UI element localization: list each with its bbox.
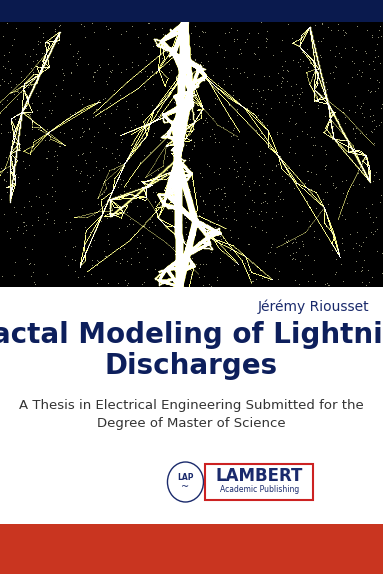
- Text: A Thesis in Electrical Engineering Submitted for the
Degree of Master of Science: A Thesis in Electrical Engineering Submi…: [19, 399, 364, 430]
- Bar: [0, 524, 383, 574]
- Text: Jérémy Riousset: Jérémy Riousset: [257, 299, 369, 313]
- Text: Fractal Modeling of Lightning
Discharges: Fractal Modeling of Lightning Discharges: [0, 321, 383, 381]
- Bar: [0, 287, 383, 524]
- Text: Academic Publishing: Academic Publishing: [220, 486, 299, 494]
- Bar: [0, 0, 383, 22]
- Text: LAMBERT: LAMBERT: [216, 467, 303, 484]
- Text: LAP: LAP: [177, 474, 194, 483]
- Bar: [205, 464, 313, 500]
- Text: ~: ~: [182, 482, 190, 492]
